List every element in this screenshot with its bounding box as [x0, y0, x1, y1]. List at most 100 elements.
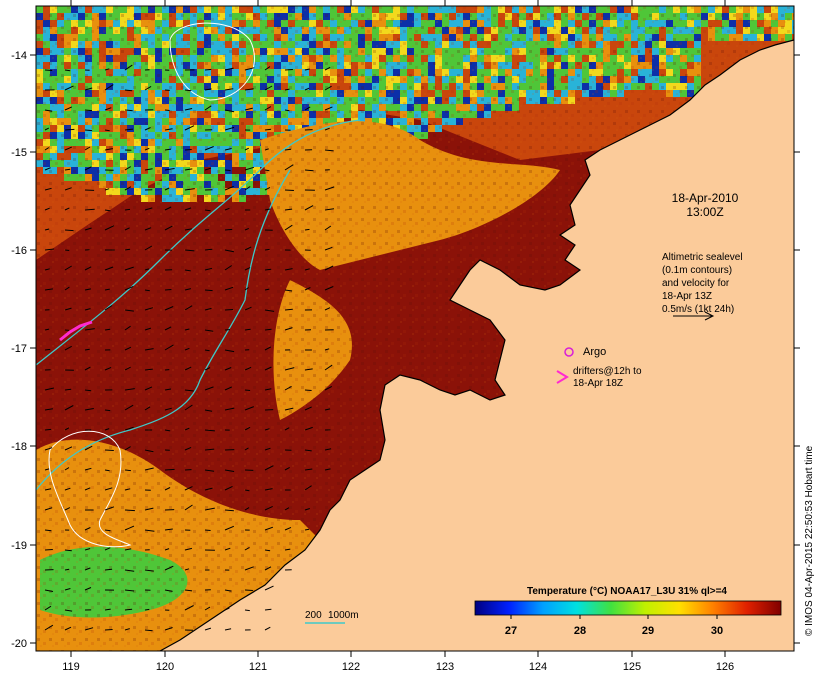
velocity-arrow: [104, 428, 110, 431]
velocity-arrow: [244, 186, 251, 191]
longitude-axis: 119 120 121 122 123 124 125 126: [62, 0, 734, 673]
velocity-arrow: [64, 446, 73, 451]
velocity-arrow: [164, 187, 170, 191]
velocity-arrow: [264, 447, 271, 451]
velocity-arrow: [44, 605, 52, 611]
velocity-arrow: [244, 566, 254, 571]
velocity-arrow: [244, 426, 251, 431]
colorbar-tick-label: 27: [505, 625, 517, 637]
velocity-arrow: [124, 589, 135, 592]
velocity-arrow: [324, 286, 334, 291]
velocity-arrow: [44, 207, 50, 211]
velocity-arrow: [204, 209, 211, 212]
velocity-arrow: [164, 109, 170, 111]
velocity-arrow: [244, 246, 252, 251]
velocity-arrow: [244, 166, 255, 171]
velocity-arrow: [44, 109, 53, 112]
velocity-arrow: [304, 528, 310, 531]
velocity-arrow: [324, 448, 332, 451]
colorbar-ticks: 27 28 29 30: [505, 615, 723, 637]
drifter-track: [59, 320, 93, 342]
credit-text: © IMOS 04-Apr-2015 22:50:53 Hobart time: [804, 445, 815, 636]
velocity-arrow: [284, 526, 292, 531]
velocity-arrow: [224, 249, 234, 253]
velocity-arrow: [284, 385, 292, 391]
velocity-arrow: [224, 349, 235, 353]
velocity-arrow: [84, 288, 91, 291]
velocity-arrow: [244, 389, 251, 391]
velocity-arrow: [104, 409, 111, 412]
velocity-arrow: [224, 109, 235, 113]
velocity-arrow: [124, 248, 131, 251]
velocity-arrow: [144, 147, 150, 151]
velocity-arrow: [44, 529, 52, 532]
lat-tick-label: -15: [11, 147, 27, 159]
velocity-arrow: [244, 147, 250, 151]
velocity-arrow: [104, 469, 110, 472]
velocity-arrow: [244, 67, 255, 71]
altimetry-legend-line: (0.1m contours): [662, 265, 732, 276]
velocity-arrow: [164, 306, 174, 311]
velocity-arrow: [124, 446, 131, 451]
lon-tick-label: 126: [716, 661, 734, 673]
velocity-arrow: [324, 186, 335, 191]
velocity-arrow: [204, 529, 211, 531]
velocity-arrow: [104, 288, 110, 291]
time-label: 13:00Z: [686, 205, 723, 219]
velocity-arrow: [144, 289, 150, 292]
velocity-arrow: [224, 469, 235, 472]
velocity-arrow: [184, 427, 190, 431]
velocity-arrow: [224, 386, 233, 391]
velocity-arrow: [44, 468, 50, 471]
velocity-arrow: [84, 587, 92, 591]
velocity-arrow: [284, 548, 291, 551]
altimetry-legend-line: and velocity for: [662, 278, 730, 289]
velocity-arrow: [184, 589, 193, 592]
colorbar-title: Temperature (°C) NOAA17_L3U 31% ql>=4: [527, 586, 727, 597]
velocity-arrow: [184, 504, 193, 511]
velocity-arrow: [124, 309, 134, 312]
velocity-arrow: [104, 366, 112, 371]
velocity-arrow: [264, 366, 272, 371]
velocity-arrow: [204, 267, 213, 271]
velocity-arrow: [124, 388, 135, 391]
velocity-arrow: [184, 547, 193, 551]
velocity-arrow: [44, 488, 52, 491]
velocity-arrow: [224, 88, 234, 91]
velocity-arrow: [164, 487, 171, 491]
velocity-arrow: [264, 248, 270, 251]
velocity-arrow: [144, 608, 150, 611]
argo-label: Argo: [583, 346, 606, 358]
velocity-arrow: [144, 207, 153, 211]
velocity-arrow: [104, 568, 113, 571]
velocity-arrow: [284, 367, 295, 371]
velocity-arrow: [104, 487, 113, 491]
velocity-arrow: [304, 368, 313, 371]
velocity-arrow: [224, 607, 230, 611]
velocity-arrow: [284, 148, 292, 151]
velocity-arrow: [124, 548, 132, 551]
velocity-arrow: [224, 589, 232, 592]
velocity-arrow: [304, 268, 310, 271]
velocity-arrow: [144, 467, 154, 471]
velocity-arrow: [204, 105, 212, 111]
lon-tick-label: 120: [156, 661, 174, 673]
velocity-arrow: [244, 107, 253, 111]
isobath-legend-200: 200: [305, 610, 322, 621]
velocity-arrow: [104, 608, 111, 611]
velocity-arrow: [64, 487, 71, 491]
velocity-arrow: [264, 626, 271, 631]
velocity-arrow: [204, 349, 210, 352]
date-label: 18-Apr-2010: [672, 191, 739, 205]
velocity-arrow: [144, 368, 153, 371]
velocity-arrow: [104, 305, 113, 311]
velocity-arrow: [324, 348, 330, 351]
velocity-arrow: [124, 525, 135, 531]
velocity-arrow: [64, 549, 72, 552]
velocity-arrow: [124, 109, 133, 112]
lat-tick-label: -17: [11, 343, 27, 355]
velocity-arrow: [84, 527, 91, 531]
velocity-arrow: [204, 167, 212, 171]
velocity-arrow: [224, 148, 232, 151]
velocity-arrow: [224, 525, 234, 531]
